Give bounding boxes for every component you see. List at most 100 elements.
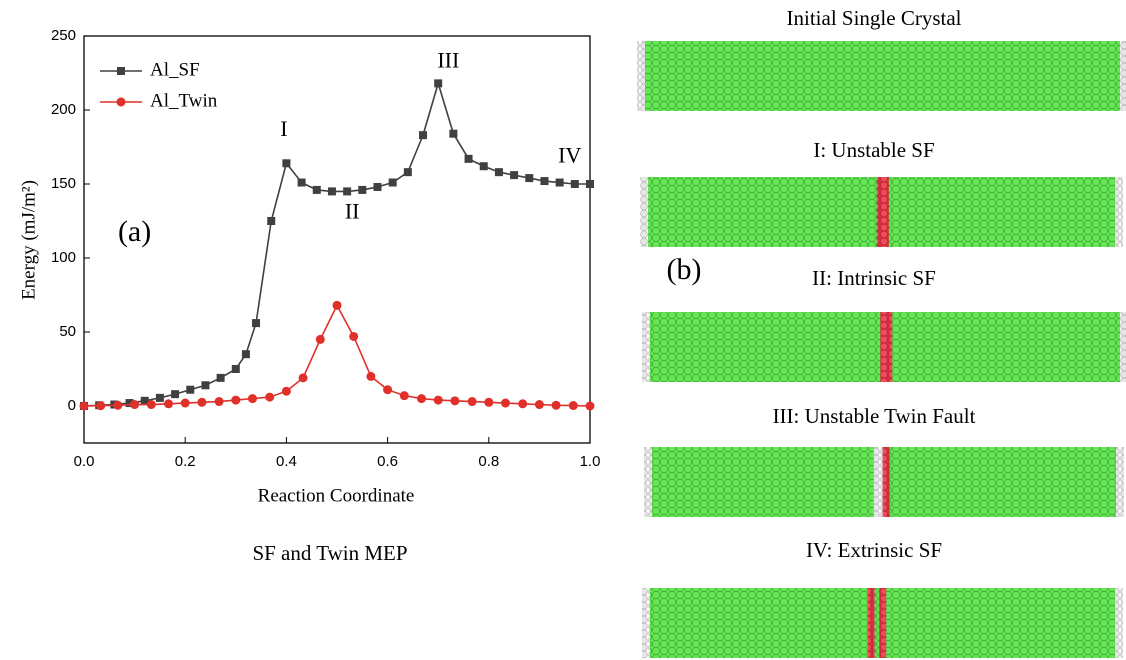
point: [366, 371, 376, 381]
point: [281, 386, 291, 396]
point: [525, 174, 534, 183]
point: [186, 385, 195, 394]
point: [568, 401, 578, 411]
x-tick-label: 1.0: [580, 453, 601, 470]
legend-marker: [117, 67, 125, 75]
point: [96, 401, 106, 411]
fault-plane: [880, 312, 893, 382]
point: [298, 373, 308, 383]
crystal-edge: [1120, 312, 1126, 382]
point: [265, 392, 275, 402]
point: [267, 217, 276, 225]
x-tick-label: 0.6: [377, 453, 398, 470]
annotation: IV: [558, 142, 581, 167]
x-tick-label: 0.4: [276, 453, 297, 470]
panel-title: III: Unstable Twin Fault: [773, 404, 976, 428]
series-line: [83, 80, 590, 407]
point: [164, 399, 174, 409]
crystal-edge: [1115, 177, 1123, 247]
crystal-edge: [637, 41, 645, 111]
point: [214, 397, 224, 407]
point: [450, 396, 460, 406]
point: [140, 396, 149, 405]
annotation: (a): [118, 215, 151, 248]
crystal: [645, 41, 1120, 111]
panel-title: Initial Single Crystal: [787, 6, 962, 30]
point: [494, 168, 503, 177]
panel-label: (b): [667, 253, 702, 286]
point: [125, 399, 134, 408]
legend-label: Al_SF: [150, 59, 200, 80]
point: [434, 79, 443, 88]
point: [417, 394, 427, 404]
point: [315, 334, 325, 344]
y-tick-label: 0: [68, 397, 76, 414]
fault-plane: [879, 588, 887, 658]
point: [534, 400, 544, 410]
point: [419, 131, 428, 140]
crystal-edge: [640, 177, 648, 247]
x-tick-label: 0.8: [478, 453, 499, 470]
crystal-edge: [1120, 41, 1126, 111]
point: [540, 177, 549, 186]
point: [555, 178, 564, 187]
caption: SF and Twin MEP: [252, 541, 407, 565]
crystal-edge: [644, 447, 652, 517]
y-tick-label: 200: [51, 101, 76, 118]
legend-label: Al_Twin: [150, 90, 218, 111]
fault-plane: [867, 588, 875, 658]
point: [358, 185, 367, 194]
point: [484, 397, 494, 407]
point: [510, 171, 519, 180]
point: [449, 129, 458, 138]
point: [464, 154, 473, 163]
legend-marker: [116, 97, 126, 107]
point: [171, 390, 180, 399]
point: [130, 400, 140, 410]
point: [79, 401, 89, 411]
point: [479, 162, 488, 171]
fault-plane: [873, 447, 884, 517]
point: [399, 391, 409, 401]
crystal-edge: [1116, 447, 1124, 517]
point: [403, 168, 412, 177]
point: [586, 180, 594, 188]
panel-title: II: Intrinsic SF: [812, 266, 936, 290]
point: [155, 393, 164, 402]
y-tick-label: 250: [51, 27, 76, 44]
annotation: I: [280, 116, 287, 141]
point: [241, 350, 250, 359]
plot-frame: [83, 35, 591, 444]
y-tick-label: 100: [51, 249, 76, 266]
point: [433, 395, 443, 405]
point: [201, 381, 210, 390]
point: [373, 182, 382, 191]
point: [252, 319, 261, 328]
panel-title: IV: Extrinsic SF: [806, 538, 942, 562]
point: [349, 331, 359, 341]
x-tick-label: 0.0: [74, 453, 95, 470]
y-axis-label: Energy (mJ/m²): [18, 180, 39, 300]
point: [312, 185, 321, 194]
point: [113, 400, 123, 410]
point: [343, 187, 352, 196]
point: [388, 178, 397, 187]
annotation: III: [437, 48, 459, 73]
crystal-edge: [642, 588, 650, 658]
x-tick-label: 0.2: [175, 453, 196, 470]
point: [231, 395, 241, 405]
y-tick-label: 50: [59, 323, 76, 340]
point: [332, 300, 342, 310]
point: [216, 373, 225, 382]
panel-title: I: Unstable SF: [813, 138, 934, 162]
point: [327, 187, 336, 196]
point: [197, 397, 207, 407]
y-tick-label: 150: [51, 175, 76, 192]
point: [518, 399, 528, 409]
crystal-edge: [1115, 588, 1123, 658]
series-line: [83, 303, 591, 407]
point: [383, 385, 393, 395]
x-axis-label: Reaction Coordinate: [258, 485, 415, 506]
point: [500, 398, 510, 408]
